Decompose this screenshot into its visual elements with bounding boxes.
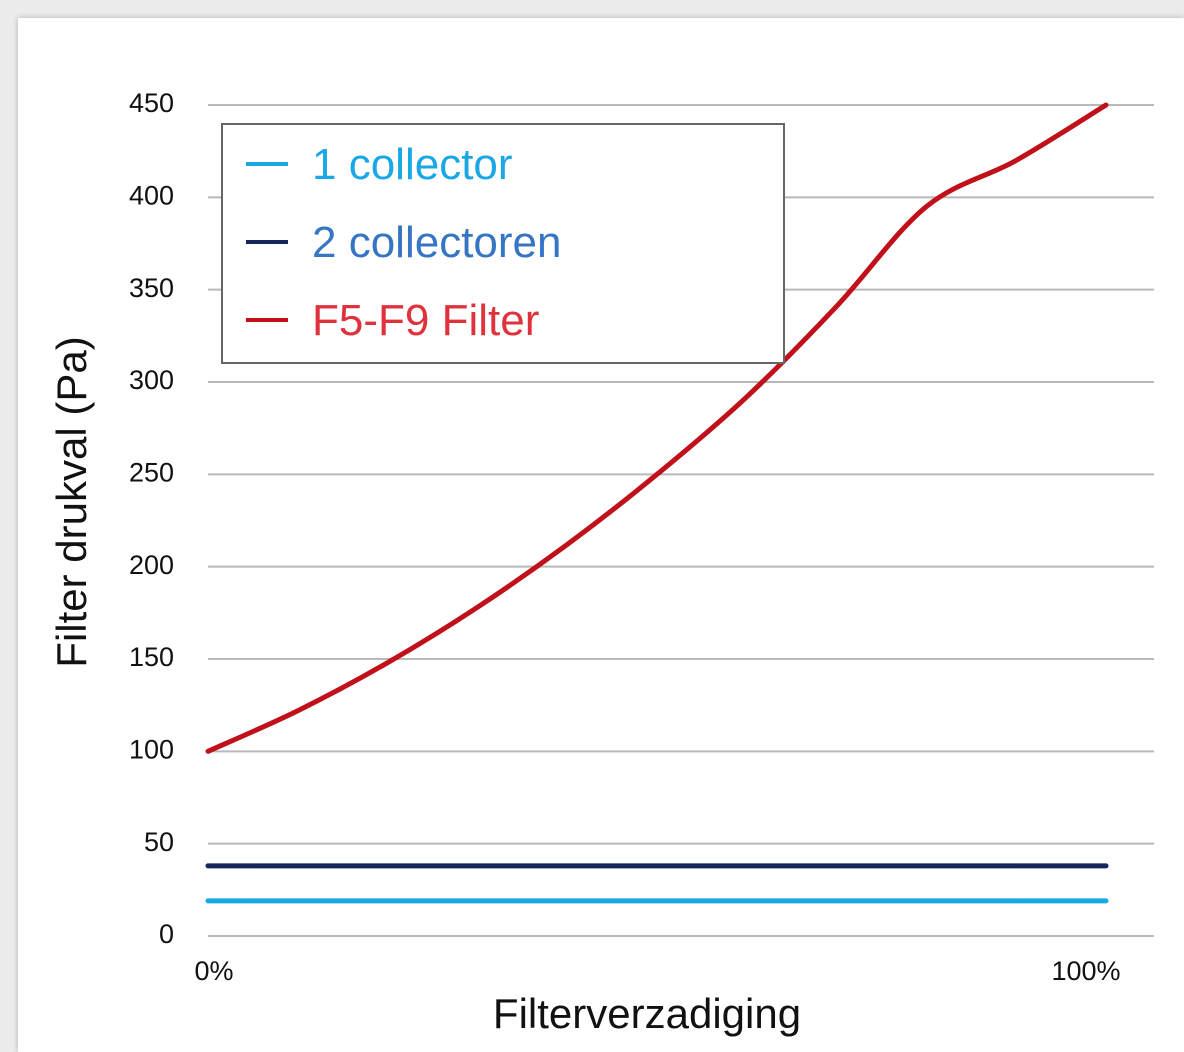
legend-label-1: 2 collectoren (312, 218, 561, 267)
series-lines (205, 102, 1109, 904)
legend: 1 collector 2 collectoren F5-F9 Filter (221, 123, 785, 364)
y-tick-450: 450 (129, 88, 174, 118)
legend-box (221, 123, 785, 364)
y-tick-250: 250 (129, 457, 174, 487)
y-tick-50: 50 (144, 827, 174, 857)
series-line-2 (205, 102, 1109, 754)
x-tick-0: 0% (194, 956, 233, 986)
y-tick-0: 0 (159, 919, 174, 949)
y-tick-150: 150 (129, 642, 174, 672)
x-tick-1: 100% (1051, 956, 1120, 986)
y-tick-100: 100 (129, 734, 174, 764)
y-tick-labels: 0 50 100 150 200 250 300 350 400 450 (129, 88, 174, 949)
y-tick-200: 200 (129, 550, 174, 580)
x-axis-title: Filterverzadiging (493, 990, 801, 1037)
y-tick-350: 350 (129, 273, 174, 303)
legend-label-2: F5-F9 Filter (312, 296, 539, 345)
y-tick-300: 300 (129, 365, 174, 395)
x-tick-labels: 0% 100% (194, 956, 1120, 986)
y-tick-400: 400 (129, 180, 174, 210)
legend-label-0: 1 collector (312, 140, 513, 189)
y-axis-title: Filter drukval (Pa) (48, 336, 95, 667)
